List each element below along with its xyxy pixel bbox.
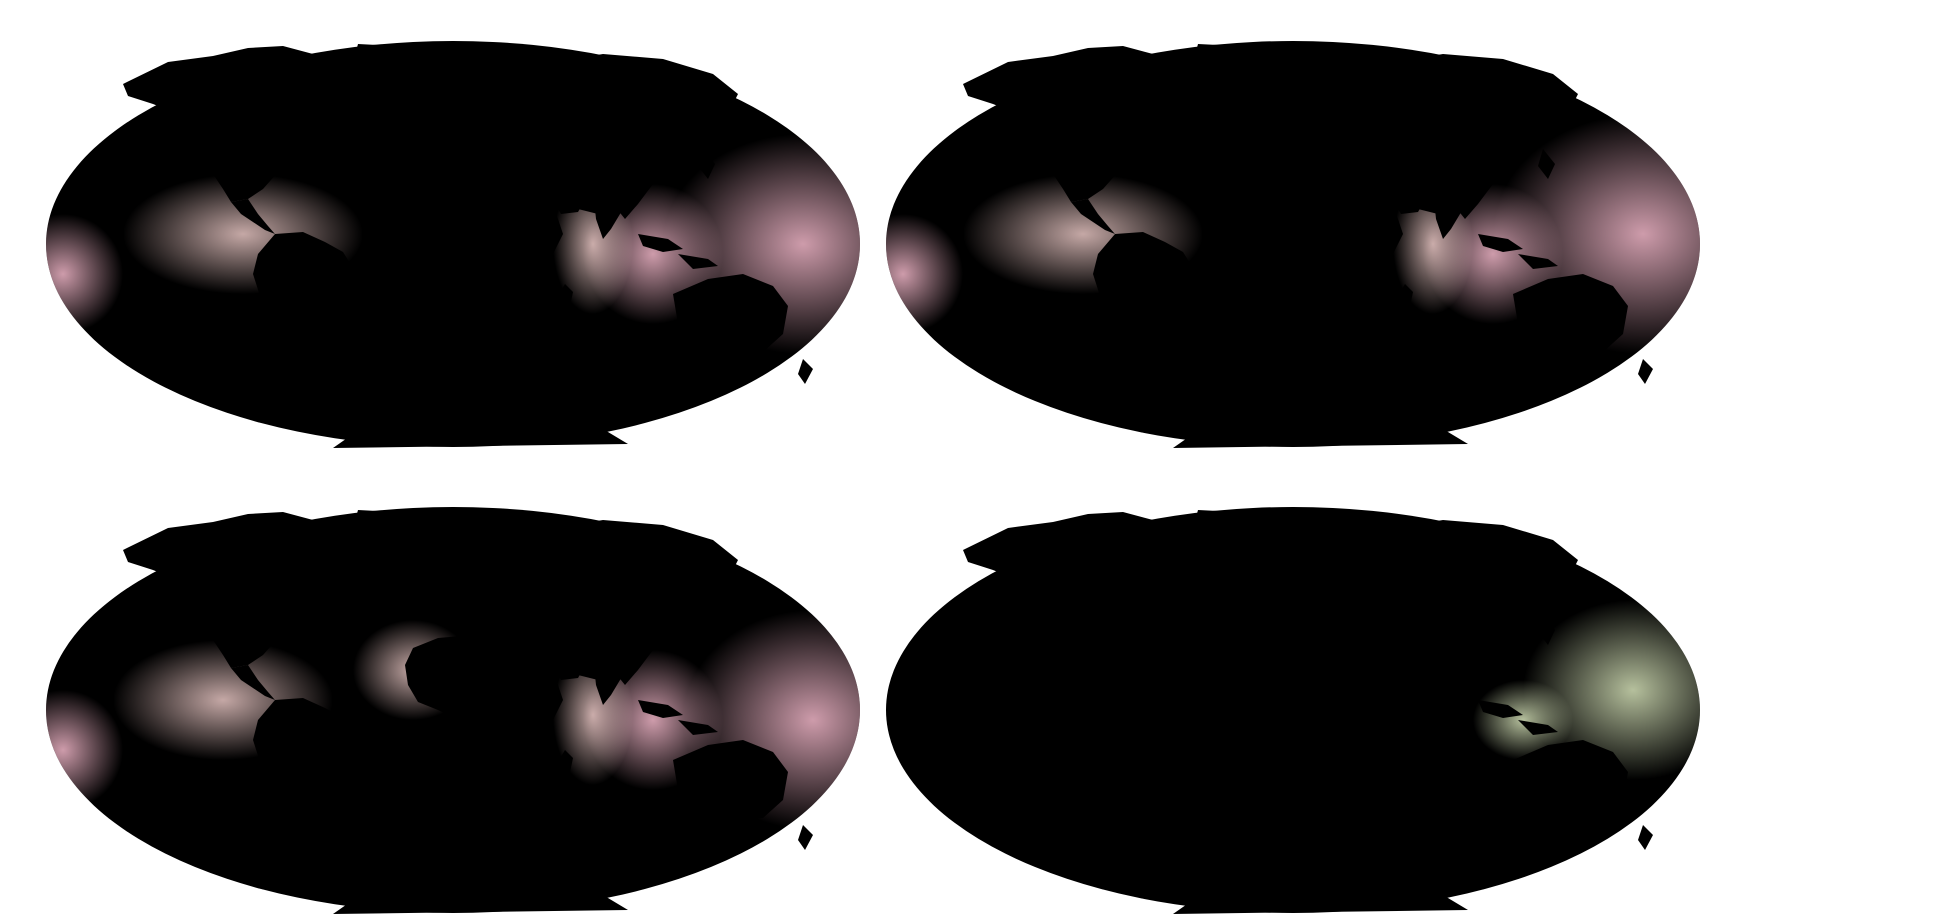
colorbar	[1722, 320, 1798, 686]
map-adult-mobility	[46, 41, 860, 448]
map-trophic-level	[46, 507, 860, 914]
colorbar-gradient	[1722, 320, 1798, 686]
map-body-length	[886, 41, 1700, 448]
map-water-column-position	[886, 507, 1700, 914]
